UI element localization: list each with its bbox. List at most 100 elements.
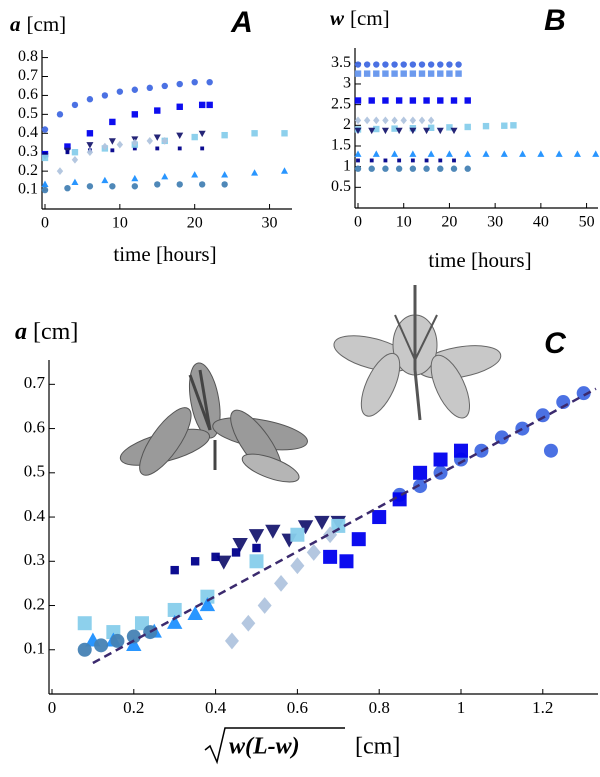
data-point (464, 150, 472, 157)
data-point (170, 565, 179, 575)
data-point (382, 70, 389, 77)
data-point (409, 61, 417, 68)
data-point (437, 70, 444, 77)
data-point (251, 169, 259, 176)
y-label-unit: [cm] (27, 12, 67, 36)
data-point (153, 134, 161, 141)
y-tick-label: 1 (343, 157, 351, 174)
data-point (71, 178, 79, 186)
x-tick-label: 10 (112, 215, 128, 232)
data-point (455, 61, 462, 68)
y-tick-label: 3 (343, 75, 351, 92)
y-tick-label: 0.4 (18, 124, 38, 141)
data-point (354, 61, 362, 68)
data-point (126, 629, 141, 644)
data-point (280, 167, 289, 174)
data-point (331, 518, 346, 533)
x-tick-label: 1 (457, 698, 466, 717)
data-point (446, 61, 453, 68)
data-point (161, 137, 168, 145)
data-point (410, 158, 415, 163)
data-point (64, 184, 71, 192)
data-point (65, 150, 70, 155)
data-point (161, 172, 169, 180)
data-point (418, 61, 426, 68)
y-label-symbol: w (330, 6, 345, 30)
data-point (464, 123, 471, 131)
data-point (231, 548, 241, 557)
data-point (437, 61, 444, 68)
y-axis-label: a [cm] (15, 319, 78, 345)
panel-label: B (544, 4, 566, 37)
data-point (265, 524, 281, 539)
data-point (409, 165, 417, 172)
data-point (391, 70, 398, 77)
data-point (206, 101, 213, 109)
data-point (427, 124, 435, 131)
data-point (391, 150, 399, 157)
data-point (510, 122, 517, 129)
data-point (446, 70, 453, 77)
data-point (482, 150, 490, 157)
data-point (109, 118, 116, 126)
data-point (101, 142, 109, 151)
x-tick-label: 0 (48, 698, 57, 717)
data-point (221, 171, 229, 178)
data-point (241, 614, 256, 632)
data-point (71, 149, 79, 156)
data-point (281, 130, 288, 137)
data-point (176, 103, 183, 110)
data-point (43, 152, 47, 157)
data-point (382, 61, 389, 68)
data-point (110, 633, 125, 648)
data-point (356, 158, 360, 163)
data-point (251, 130, 258, 137)
y-tick-label: 0.3 (18, 143, 38, 160)
data-point (372, 150, 380, 157)
data-point (450, 97, 458, 104)
flower-illustration (119, 362, 308, 483)
data-point (77, 616, 92, 631)
y-tick-label: 3.5 (331, 54, 351, 71)
x-tick-label: 0.8 (369, 698, 390, 717)
data-point (274, 575, 289, 592)
data-point (41, 126, 49, 133)
data-point (77, 642, 92, 657)
data-point (206, 78, 213, 86)
data-point (71, 101, 79, 109)
data-point (339, 554, 354, 569)
x-tick-label: 0 (354, 214, 362, 231)
data-point (515, 421, 530, 436)
x-tick-label: 30 (262, 215, 278, 232)
data-point (71, 155, 79, 164)
data-point (592, 150, 600, 157)
y-axis-label: a [cm] (10, 12, 66, 36)
data-point (56, 111, 64, 118)
data-point (363, 61, 371, 68)
data-point (323, 549, 338, 564)
data-point (167, 602, 182, 617)
x-tick-label: 0.6 (287, 698, 308, 717)
x-tick-label: 10 (396, 214, 412, 231)
data-point (131, 138, 139, 147)
data-point (354, 116, 362, 125)
x-tick-label: 0.4 (205, 698, 227, 717)
data-point (146, 84, 153, 92)
data-point (290, 527, 305, 542)
data-point (297, 520, 314, 535)
data-point (198, 181, 206, 188)
data-point (134, 616, 149, 631)
y-tick-label: 0.3 (24, 550, 45, 569)
data-point (56, 167, 64, 175)
data-point (573, 150, 581, 157)
data-point (131, 86, 139, 93)
data-point (187, 605, 203, 620)
data-point (221, 181, 228, 188)
data-point (391, 125, 398, 132)
y-tick-label: 2.5 (331, 95, 351, 112)
y-label-symbol: a (10, 12, 21, 36)
data-point (351, 532, 366, 547)
data-point (41, 180, 49, 187)
data-point (400, 61, 407, 68)
